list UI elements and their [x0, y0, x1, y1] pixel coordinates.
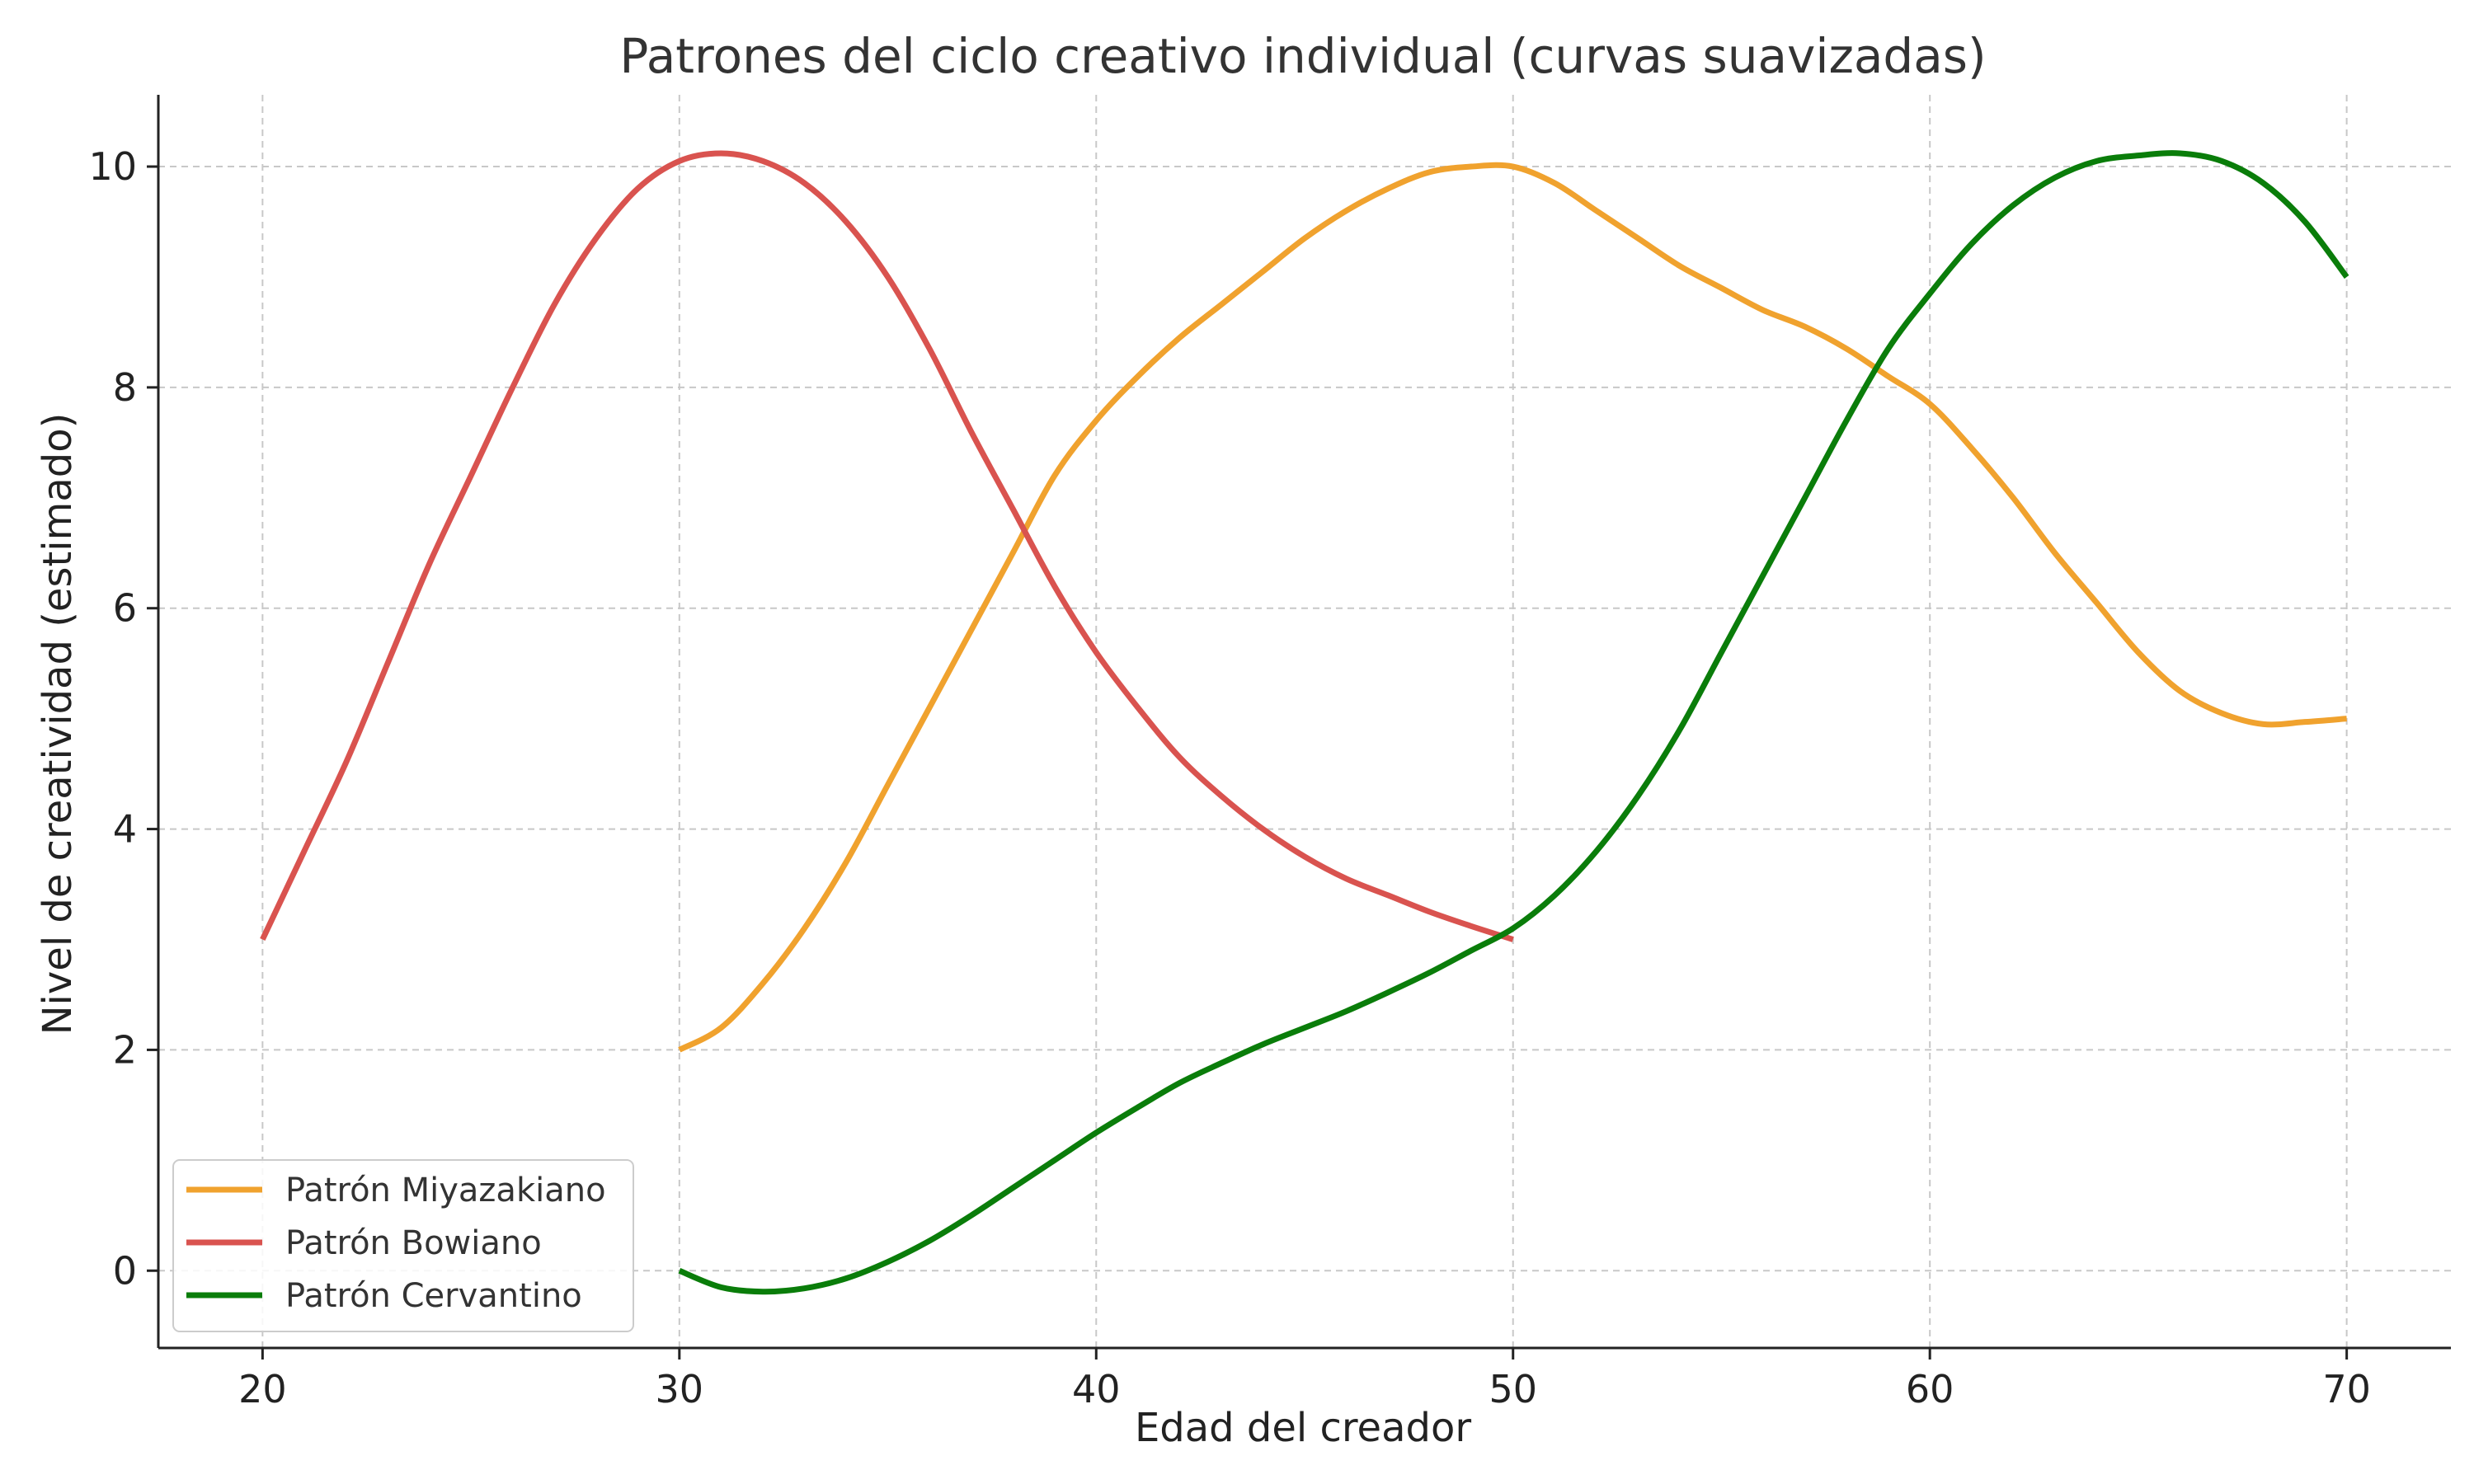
legend-box	[172, 1159, 634, 1332]
legend-entries: Patrón Miyazakiano Patrón Bowiano Patrón C…	[186, 1172, 606, 1315]
y-tick-label: 2	[113, 1027, 137, 1072]
series-line-cervantino	[678, 150, 2349, 1295]
legend-label-cervantino: Patrón Cervantino	[285, 1277, 582, 1315]
x-tick-label: 70	[2322, 1367, 2371, 1411]
x-tick-label: 40	[1072, 1367, 1121, 1411]
series-line-bowiano	[260, 150, 1514, 942]
y-tick-label: 0	[113, 1248, 137, 1293]
y-axis-label: Nivel de creatividad (estimado)	[35, 413, 81, 1036]
y-tick-label: 4	[113, 807, 137, 852]
ticks: 20 30 40 50 60 70 0 2 4 6 8 10	[88, 144, 2370, 1411]
y-tick-label: 8	[113, 365, 137, 410]
y-tick-label: 6	[113, 586, 137, 631]
x-axis-label: Edad del creador	[1135, 1405, 1471, 1451]
axes	[157, 95, 2451, 1350]
legend-label-bowiano: Patrón Bowiano	[285, 1224, 542, 1262]
series-group	[260, 150, 2349, 1295]
x-tick-label: 30	[656, 1367, 704, 1411]
y-tick-label: 10	[88, 144, 137, 189]
legend-label-miyazakiano: Patrón Miyazakiano	[285, 1172, 606, 1209]
legend: Patrón Miyazakiano Patrón Bowiano Patrón C…	[172, 1159, 634, 1332]
grid	[158, 95, 2451, 1348]
x-tick-label: 60	[1906, 1367, 1954, 1411]
chart-title: Patrones del ciclo creativo individual (…	[619, 28, 1986, 84]
series-line-miyazakiano	[678, 162, 2347, 1053]
x-tick-label: 20	[238, 1367, 287, 1411]
x-tick-label: 50	[1489, 1367, 1537, 1411]
